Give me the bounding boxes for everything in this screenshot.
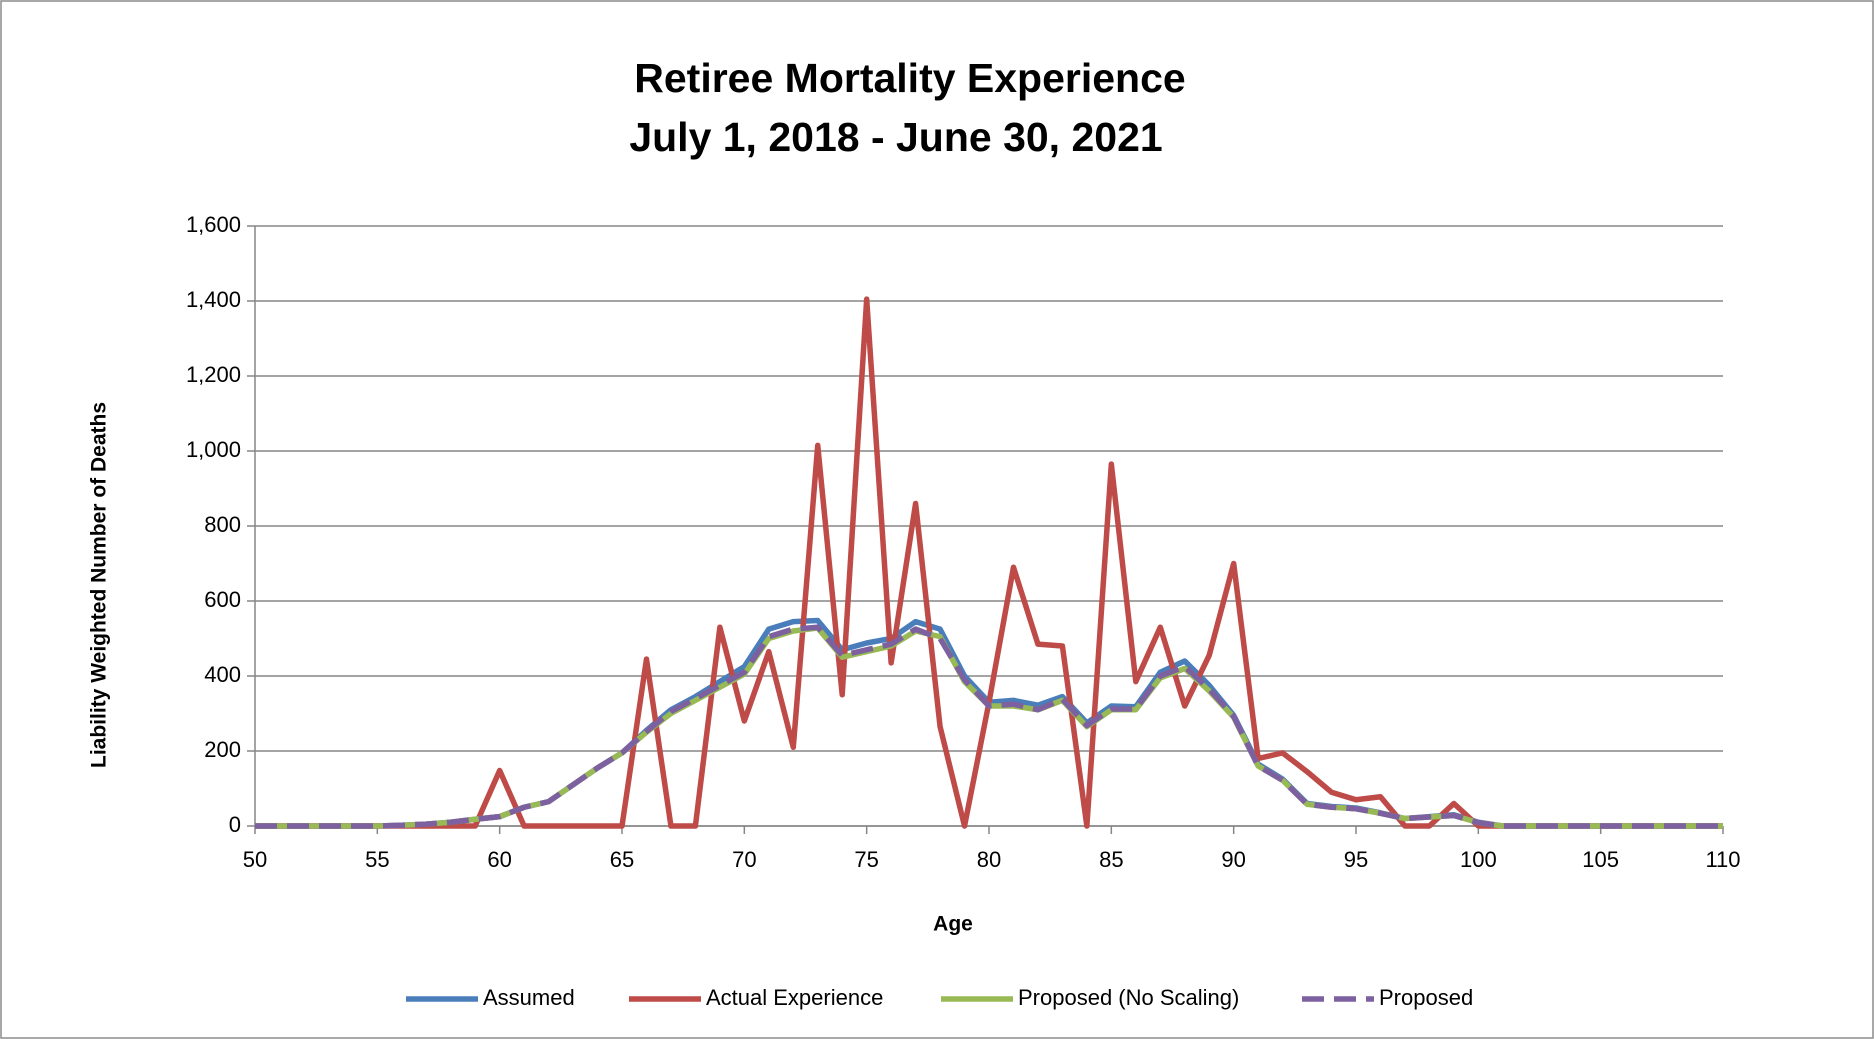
series-line — [255, 624, 1723, 829]
y-tick-label: 600 — [204, 587, 241, 612]
x-tick-label: 90 — [1221, 847, 1245, 872]
legend-label: Actual Experience — [706, 985, 883, 1010]
legend-label: Proposed (No Scaling) — [1018, 985, 1239, 1010]
x-tick-label: 100 — [1460, 847, 1497, 872]
x-tick-label: 70 — [732, 847, 756, 872]
y-tick-label: 1,400 — [186, 287, 241, 312]
x-tick-label: 55 — [365, 847, 389, 872]
chart-title: Retiree Mortality Experience — [634, 55, 1185, 101]
y-tick-label: 400 — [204, 662, 241, 687]
x-axis-title: Age — [933, 913, 973, 936]
chart-subtitle: July 1, 2018 - June 30, 2021 — [629, 114, 1162, 160]
legend-label: Proposed — [1379, 985, 1473, 1010]
x-tick-label: 110 — [1705, 847, 1740, 872]
x-tick-label: 95 — [1344, 847, 1368, 872]
x-tick-label: 80 — [977, 847, 1001, 872]
x-tick-label: 75 — [854, 847, 878, 872]
x-tick-label: 85 — [1099, 847, 1123, 872]
y-tick-label: 200 — [204, 737, 241, 762]
x-tick-label: 65 — [610, 847, 634, 872]
legend-label: Assumed — [483, 985, 575, 1010]
y-tick-label: 800 — [204, 512, 241, 537]
x-tick-label: 105 — [1582, 847, 1619, 872]
y-tick-label: 1,200 — [186, 362, 241, 387]
y-tick-label: 1,000 — [186, 437, 241, 462]
y-axis-title: Liability Weighted Number of Deaths — [88, 402, 111, 768]
y-tick-label: 1,600 — [186, 212, 241, 237]
y-tick-label: 0 — [229, 812, 241, 837]
x-tick-label: 50 — [243, 847, 267, 872]
x-tick-label: 60 — [487, 847, 511, 872]
